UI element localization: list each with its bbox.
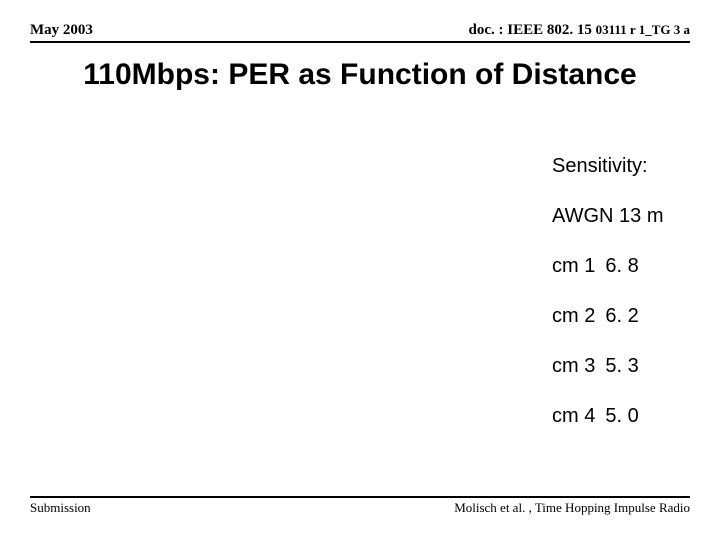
sensitivity-value: 6. 8: [605, 255, 638, 277]
sensitivity-block: Sensitivity: AWGN 13 m cm 1 6. 8 cm 2 6. 2…: [552, 156, 664, 426]
header-doc-prefix: doc. : IEEE 802. 15: [469, 22, 596, 38]
sensitivity-name: cm 1: [552, 255, 595, 277]
sensitivity-row: cm 1 6. 8: [552, 256, 664, 276]
sensitivity-name: cm 2: [552, 305, 595, 327]
sensitivity-row: AWGN 13 m: [552, 206, 664, 226]
header-doc-id: doc. : IEEE 802. 15 03111 r 1_TG 3 a: [469, 22, 691, 39]
header-date: May 2003: [30, 22, 93, 39]
sensitivity-name: cm 3: [552, 355, 595, 377]
sensitivity-name: cm 4: [552, 405, 595, 427]
sensitivity-value: 6. 2: [605, 305, 638, 327]
sensitivity-row: cm 3 5. 3: [552, 356, 664, 376]
slide-footer: Submission Molisch et al. , Time Hopping…: [30, 496, 690, 516]
footer-right: Molisch et al. , Time Hopping Impulse Ra…: [454, 500, 690, 516]
sensitivity-value: 13 m: [619, 205, 663, 227]
sensitivity-row: cm 4 5. 0: [552, 406, 664, 426]
sensitivity-value: 5. 3: [605, 355, 638, 377]
sensitivity-name: AWGN: [552, 205, 613, 227]
footer-left: Submission: [30, 500, 91, 516]
sensitivity-label: Sensitivity:: [552, 156, 664, 176]
sensitivity-value: 5. 0: [605, 405, 638, 427]
slide-header: May 2003 doc. : IEEE 802. 15 03111 r 1_T…: [30, 22, 690, 43]
header-doc-suffix: 03111 r 1_TG 3 a: [596, 22, 690, 37]
slide-page: May 2003 doc. : IEEE 802. 15 03111 r 1_T…: [0, 0, 720, 540]
slide-title: 110Mbps: PER as Function of Distance: [0, 58, 720, 92]
sensitivity-row: cm 2 6. 2: [552, 306, 664, 326]
